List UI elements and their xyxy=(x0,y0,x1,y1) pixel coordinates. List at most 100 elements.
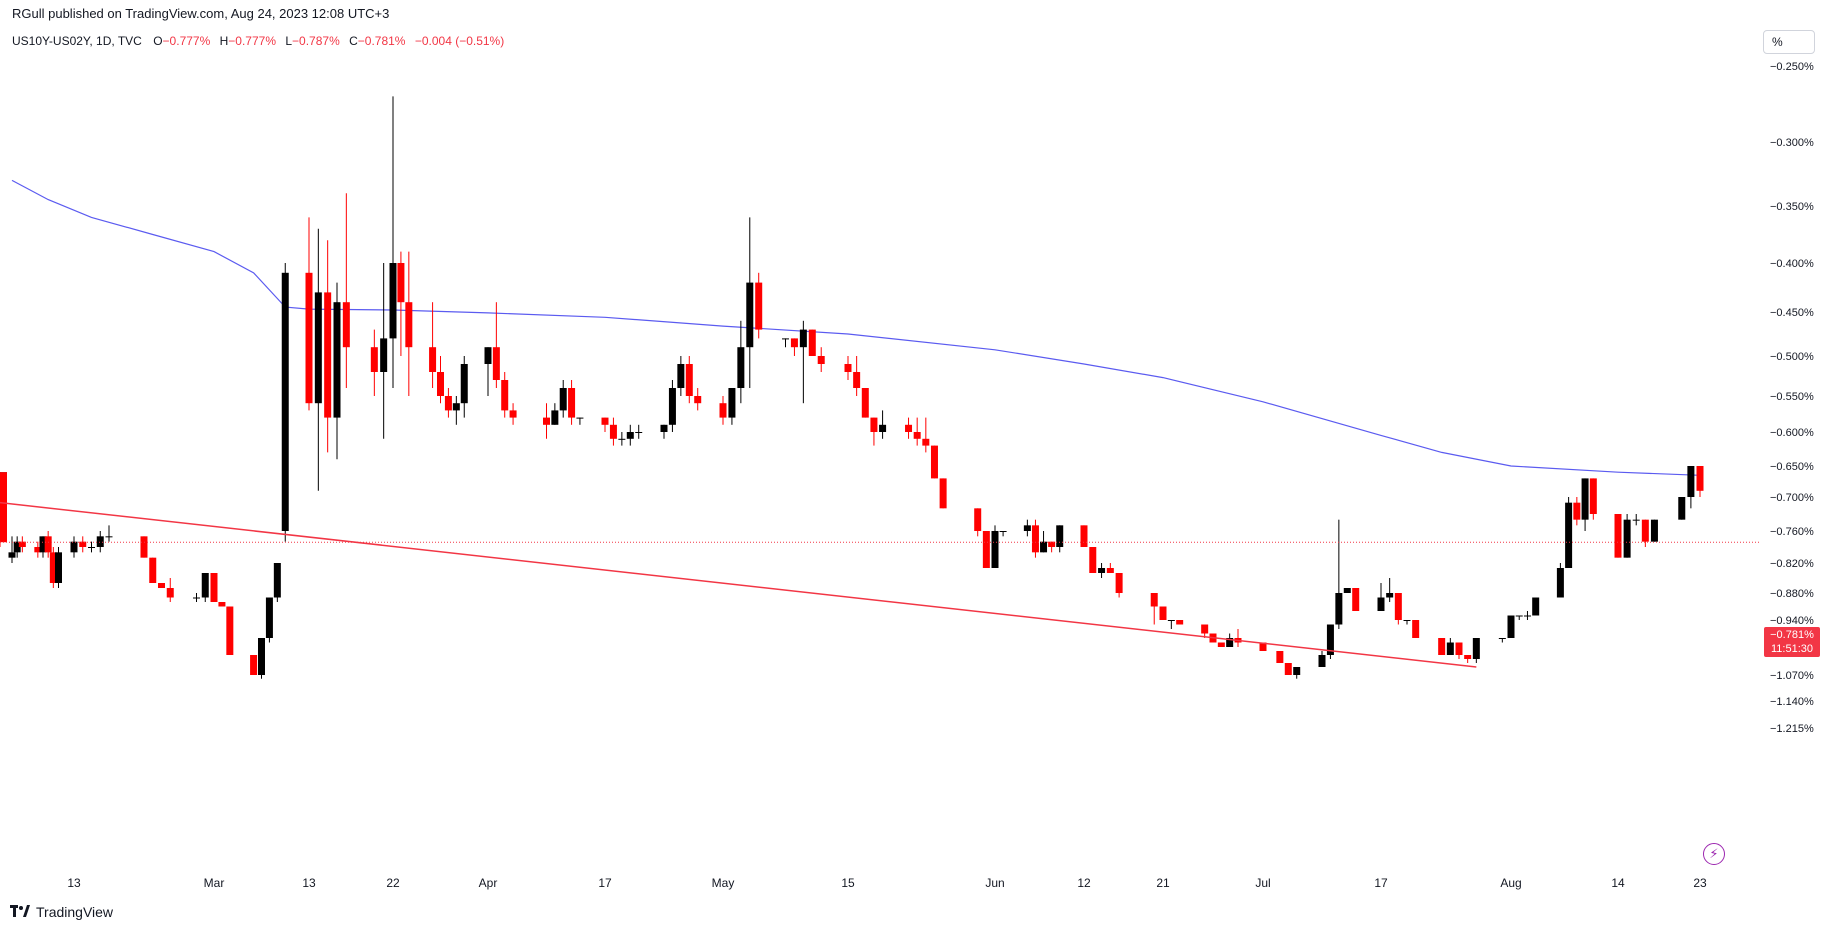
candle xyxy=(1696,466,1704,497)
y-tick-label: −1.140% xyxy=(1770,696,1814,708)
candle-body xyxy=(281,272,289,531)
candle xyxy=(484,347,492,396)
candle-body xyxy=(96,536,104,547)
y-tick-label: −0.450% xyxy=(1770,307,1814,319)
candle-body xyxy=(799,329,807,348)
candle-body xyxy=(324,292,332,418)
candle-body xyxy=(1031,525,1039,553)
candle xyxy=(782,338,789,348)
y-tick-label: −0.400% xyxy=(1770,258,1814,270)
candle xyxy=(905,417,913,439)
x-tick-label: 14 xyxy=(1611,876,1625,890)
candle xyxy=(1326,624,1334,659)
candle-body xyxy=(437,372,444,396)
candle xyxy=(543,403,550,439)
candle-body xyxy=(861,388,869,418)
candle-body xyxy=(397,263,405,303)
tradingview-branding[interactable]: TradingView xyxy=(10,904,113,920)
candle xyxy=(755,272,763,339)
candle-body xyxy=(551,410,559,425)
candle xyxy=(96,531,104,553)
candle-body xyxy=(314,292,322,404)
candle-body xyxy=(258,638,265,675)
candle xyxy=(1056,525,1064,553)
candle-body xyxy=(49,552,57,583)
candle xyxy=(13,536,21,558)
legend-high-label: H xyxy=(219,34,229,48)
candle xyxy=(1632,514,1640,526)
candle xyxy=(1048,541,1056,553)
candle xyxy=(870,417,878,446)
candle xyxy=(568,380,576,425)
candle-body xyxy=(1048,541,1056,547)
x-tick-label: Aug xyxy=(1500,876,1521,890)
candle-body xyxy=(1115,573,1123,593)
candle xyxy=(429,302,437,388)
candle-body xyxy=(1515,615,1523,617)
candle xyxy=(1623,514,1631,558)
candle-body xyxy=(55,552,62,583)
candle xyxy=(333,282,341,460)
legend-close-label: C xyxy=(349,34,358,48)
candle xyxy=(1318,651,1326,667)
candle xyxy=(1565,497,1573,568)
last-price-badge: −0.781% 11:51:30 xyxy=(1764,627,1820,657)
candle xyxy=(974,508,982,537)
candle xyxy=(166,578,174,602)
candle-body xyxy=(201,573,209,598)
candle xyxy=(1106,563,1114,573)
candle-body xyxy=(1472,638,1480,659)
candle xyxy=(677,356,685,396)
candle-body xyxy=(559,388,567,411)
candle-body xyxy=(1150,593,1158,607)
candle-body xyxy=(1343,588,1351,593)
candle xyxy=(991,525,999,568)
y-tick-label: −1.215% xyxy=(1770,723,1814,735)
legend-close-value: −0.781% xyxy=(357,34,406,48)
candle-body xyxy=(1386,593,1394,598)
candle xyxy=(559,380,567,418)
moving-average-line xyxy=(11,179,1701,476)
candle xyxy=(1234,629,1242,647)
candle xyxy=(8,536,16,563)
candle xyxy=(49,547,57,588)
branding-label: TradingView xyxy=(36,904,114,920)
candle-body xyxy=(452,403,460,411)
candle-body xyxy=(1632,519,1640,521)
x-tick-label: Mar xyxy=(204,876,225,890)
candle-body xyxy=(13,541,21,553)
candle xyxy=(210,573,218,602)
candle xyxy=(1023,519,1031,537)
candle xyxy=(1335,519,1343,629)
candle xyxy=(618,432,626,446)
candle-body xyxy=(273,563,281,598)
candle xyxy=(1403,620,1411,625)
candle-body xyxy=(568,388,576,418)
candle xyxy=(1352,588,1360,611)
candle-body xyxy=(1106,568,1114,573)
candle xyxy=(668,380,676,432)
candle-body xyxy=(501,380,509,411)
candle xyxy=(660,424,668,439)
candle xyxy=(922,417,930,453)
candle-body xyxy=(250,655,258,675)
candle xyxy=(1515,615,1523,620)
candle xyxy=(1589,478,1597,520)
candle-body xyxy=(719,403,727,418)
candle-body xyxy=(677,364,685,388)
candle xyxy=(226,606,234,655)
candle xyxy=(501,372,509,418)
candle xyxy=(39,536,47,558)
candle xyxy=(193,593,200,602)
candle-body xyxy=(660,424,668,432)
candle xyxy=(1687,466,1695,509)
candle-body xyxy=(0,540,7,543)
candle-body xyxy=(694,396,702,404)
x-tick-label: 21 xyxy=(1156,876,1170,890)
percent-scale-button[interactable]: % xyxy=(1763,30,1815,54)
candle xyxy=(1031,519,1039,558)
candle-body xyxy=(1284,663,1292,675)
candle-body xyxy=(737,347,745,388)
lightning-icon[interactable]: ⚡ xyxy=(1703,843,1725,865)
